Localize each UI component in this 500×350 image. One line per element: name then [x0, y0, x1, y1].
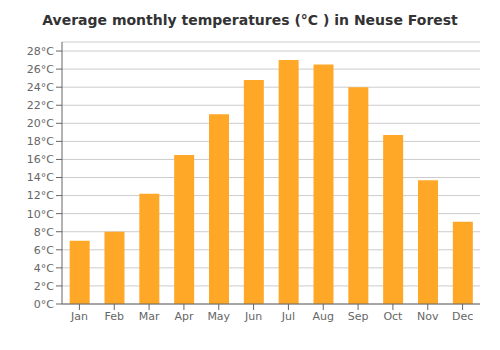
svg-text:Aug: Aug — [313, 310, 334, 323]
svg-text:16°C: 16°C — [27, 153, 54, 166]
svg-text:6°C: 6°C — [34, 244, 54, 257]
svg-text:18°C: 18°C — [27, 135, 54, 148]
svg-text:Jun: Jun — [244, 310, 262, 323]
svg-text:Jan: Jan — [70, 310, 88, 323]
svg-text:14°C: 14°C — [27, 171, 54, 184]
svg-text:Mar: Mar — [139, 310, 160, 323]
svg-text:28°C: 28°C — [27, 45, 54, 58]
svg-text:Feb: Feb — [105, 310, 124, 323]
svg-text:Oct: Oct — [383, 310, 403, 323]
svg-text:8°C: 8°C — [34, 226, 54, 239]
svg-text:Jul: Jul — [281, 310, 295, 323]
svg-text:Dec: Dec — [452, 310, 473, 323]
svg-text:20°C: 20°C — [27, 117, 54, 130]
svg-text:2°C: 2°C — [34, 280, 54, 293]
svg-text:0°C: 0°C — [34, 298, 54, 311]
svg-text:4°C: 4°C — [34, 262, 54, 275]
svg-text:24°C: 24°C — [27, 81, 54, 94]
svg-text:May: May — [207, 310, 230, 323]
svg-text:Nov: Nov — [417, 310, 439, 323]
svg-text:22°C: 22°C — [27, 99, 54, 112]
svg-text:12°C: 12°C — [27, 189, 54, 202]
html-text:Average monthly temperatures (: Average monthly temperatures (°C ) in Ne… — [42, 12, 458, 28]
svg-text:Sep: Sep — [348, 310, 369, 323]
svg-text:Apr: Apr — [174, 310, 194, 323]
svg-text:10°C: 10°C — [27, 208, 54, 221]
svg-text:26°C: 26°C — [27, 63, 54, 76]
